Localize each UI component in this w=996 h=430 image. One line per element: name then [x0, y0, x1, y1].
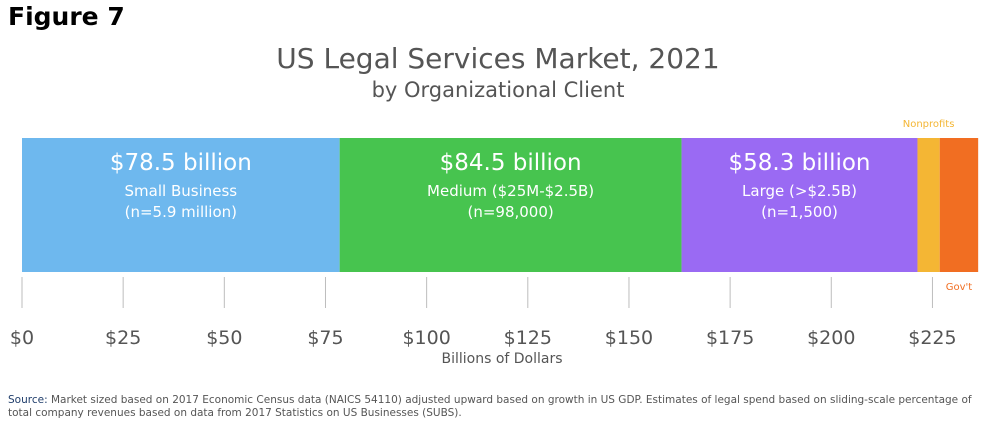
- bar-segment-nonprofits: [917, 138, 940, 272]
- segment-value-label: $58.3 billion: [729, 150, 871, 176]
- bar-segment-gov-t: [939, 138, 979, 272]
- segment-callouts: Nonprofits Gov't: [903, 119, 973, 293]
- source-note: Source: Market sized based on 2017 Econo…: [8, 394, 988, 420]
- bar-segments: $78.5 billion Small Business (n=5.9 millio…: [22, 138, 979, 272]
- x-tick-label: $200: [807, 327, 855, 349]
- stacked-bar-chart: $78.5 billion Small Business (n=5.9 millio…: [10, 119, 979, 367]
- bar-segment-small-business: [22, 138, 340, 272]
- x-tick-label: $225: [908, 327, 956, 349]
- segment-value-label: $78.5 billion: [110, 150, 252, 176]
- x-tick-label: $125: [504, 327, 552, 349]
- segment-callout-label: Gov't: [946, 282, 973, 293]
- segment-category-label: Large (>$2.5B): [742, 182, 857, 200]
- x-tick-label: $100: [402, 327, 450, 349]
- segment-value-label: $84.5 billion: [440, 150, 582, 176]
- x-tick-label: $75: [307, 327, 343, 349]
- x-tick-label: $0: [10, 327, 34, 349]
- chart-subtitle: by Organizational Client: [371, 78, 625, 102]
- segment-category-label: (n=1,500): [761, 203, 838, 221]
- segment-callout-label: Nonprofits: [903, 119, 955, 130]
- x-tick-label: $25: [105, 327, 141, 349]
- source-label: Source:: [8, 394, 48, 406]
- bar-segment-medium-25m-2-5b: [339, 138, 682, 272]
- x-axis-ticks: $0 $25 $50 $75 $100 $125 $150 $175 $200 $225: [10, 277, 957, 349]
- segment-category-label: Small Business: [125, 182, 238, 200]
- bar-segment-large-2-5b: [681, 138, 918, 272]
- x-tick-label: $175: [706, 327, 754, 349]
- x-tick-label: $50: [206, 327, 242, 349]
- source-text: Market sized based on 2017 Economic Cens…: [8, 394, 972, 419]
- segment-category-label: (n=98,000): [467, 203, 553, 221]
- x-axis-label: Billions of Dollars: [441, 351, 562, 367]
- chart-title: US Legal Services Market, 2021: [276, 42, 720, 75]
- figure-label: Figure 7: [8, 2, 125, 31]
- x-tick-label: $150: [605, 327, 653, 349]
- segment-category-label: Medium ($25M-$2.5B): [427, 182, 594, 200]
- segment-category-label: (n=5.9 million): [125, 203, 237, 221]
